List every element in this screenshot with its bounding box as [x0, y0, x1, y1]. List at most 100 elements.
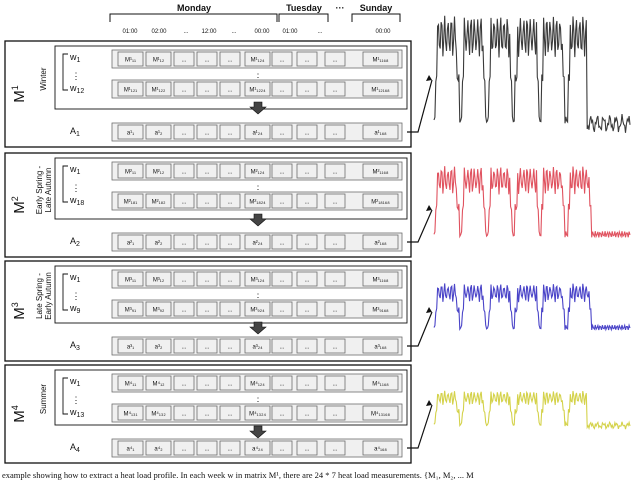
season-label: Early Spring -Late Autumn — [35, 165, 53, 214]
value-cell-text: a⁴₂ — [154, 446, 163, 453]
down-arrow-icon — [249, 101, 267, 115]
value-cell-text: M⁴₁₃₂ — [151, 411, 166, 418]
value-cell-text: ... — [279, 345, 284, 351]
value-cell — [173, 375, 195, 391]
value-cell — [362, 234, 399, 250]
value-cell-text: a¹₂₄ — [252, 131, 263, 137]
value-cell-text: ... — [279, 241, 284, 247]
aggregate-label: A3 — [70, 340, 80, 352]
value-cell-text: ... — [279, 412, 284, 418]
value-cell — [244, 81, 271, 97]
value-cell-text: M⁴₁₁ — [125, 381, 137, 388]
value-cell — [296, 163, 318, 179]
value-cell — [196, 124, 218, 140]
value-cell — [271, 163, 293, 179]
value-cell — [362, 124, 399, 140]
value-cell — [117, 405, 144, 421]
value-cell-text: M⁴₁₃₂₄ — [249, 411, 266, 418]
value-cell — [296, 51, 318, 67]
value-cell — [219, 193, 241, 209]
value-cell-text: M²₁₂₄ — [251, 170, 265, 176]
value-cell-text: ... — [181, 170, 186, 176]
value-cell-text: ... — [227, 200, 232, 206]
value-cell-text: ... — [304, 88, 309, 94]
value-cell — [324, 375, 346, 391]
value-cell — [244, 440, 271, 456]
value-cell-text: a¹₁₆₈ — [374, 131, 387, 137]
time-label: 01:00 — [122, 29, 138, 35]
down-arrow-icon — [249, 425, 267, 439]
value-cell-text: ... — [304, 200, 309, 206]
value-cell-text: ... — [304, 382, 309, 388]
time-label: 12:00 — [201, 29, 217, 35]
week-bracket — [62, 273, 68, 311]
value-cell — [196, 271, 218, 287]
value-cell-text: ... — [181, 131, 186, 137]
summer-profile-line — [433, 390, 631, 431]
value-cell-text: ... — [204, 170, 209, 176]
value-cell — [173, 163, 195, 179]
value-cell-text: M¹₁₂₄ — [251, 58, 265, 64]
value-cell — [271, 405, 293, 421]
aggregate-label: A1 — [70, 126, 80, 138]
value-cell-text: ... — [332, 345, 337, 351]
value-cell — [196, 375, 218, 391]
matrix-label: M4 — [10, 405, 28, 423]
value-cell — [362, 193, 399, 209]
value-cell — [145, 338, 172, 354]
aggregate-row: a²₁ a²₂......... a²₂₄......... a²₁₆₈ — [111, 232, 403, 252]
value-cell-text: ... — [227, 241, 232, 247]
value-cell-text: ... — [304, 278, 309, 284]
matrix-label: M3 — [10, 302, 28, 320]
sunday-bracket — [351, 13, 401, 22]
vertical-ellipsis: ⋮ — [254, 292, 263, 302]
value-cell — [219, 440, 241, 456]
value-cell — [244, 193, 271, 209]
value-cell-text: ... — [227, 278, 232, 284]
week-label-last: w9 — [69, 303, 81, 315]
arrow-head-icon — [426, 205, 432, 211]
arrow-head-icon — [426, 75, 432, 81]
profile-arrow — [407, 79, 433, 133]
value-cell-text: ... — [332, 88, 337, 94]
down-arrow-icon — [249, 321, 267, 335]
value-cell-text: ... — [279, 88, 284, 94]
value-cell-text: M⁴₁₂₄ — [250, 381, 265, 388]
value-cell — [324, 301, 346, 317]
value-cell-text: M²₁₁₆₈ — [373, 170, 389, 176]
value-cell-text: M⁴₁₃₁ — [123, 411, 137, 418]
value-cell-text: ... — [332, 200, 337, 206]
value-cell — [219, 234, 241, 250]
value-cell — [244, 301, 271, 317]
value-cell-text: ... — [304, 58, 309, 64]
value-cell — [296, 81, 318, 97]
time-label: ... — [231, 29, 236, 35]
week-row-last: M¹₁₂₁ M¹₁₂₂......... M¹₁₂₂₄......... M¹₁₂₁₆… — [111, 79, 403, 99]
tuesday-bracket — [278, 13, 329, 22]
winter-profile-line — [433, 15, 631, 133]
value-cell — [219, 124, 241, 140]
value-cell-text: ... — [227, 131, 232, 137]
time-label: 01:00 — [282, 29, 298, 35]
value-cell-text: ... — [279, 447, 284, 453]
value-cell-text: ... — [332, 58, 337, 64]
season-block-4: M4 Summer w1 ⋮ w13 M⁴₁₁ M⁴₁₂......... M⁴₁₂₄....… — [4, 364, 433, 464]
value-cell — [145, 51, 172, 67]
value-cell-text: M¹₁₂₂₄ — [249, 88, 266, 94]
value-cell — [117, 338, 144, 354]
value-cell — [244, 124, 271, 140]
value-cell — [145, 81, 172, 97]
value-cell — [296, 405, 318, 421]
value-cell — [219, 81, 241, 97]
time-label: 00:00 — [254, 29, 270, 35]
value-cell-text: ... — [332, 278, 337, 284]
value-cell-text: a³₂₄ — [252, 345, 263, 351]
value-cell — [145, 440, 172, 456]
value-cell — [271, 124, 293, 140]
season-label: Summer — [39, 384, 48, 415]
value-cell — [271, 375, 293, 391]
value-cell — [271, 234, 293, 250]
value-cell-text: ... — [181, 241, 186, 247]
value-cell — [219, 51, 241, 67]
week-row-first: M⁴₁₁ M⁴₁₂......... M⁴₁₂₄......... M⁴₁₁₆₈ — [111, 373, 403, 393]
